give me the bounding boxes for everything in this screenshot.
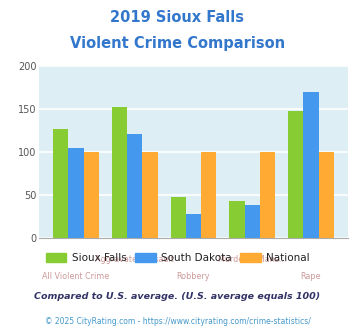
- Bar: [260, 152, 275, 238]
- Text: © 2025 CityRating.com - https://www.cityrating.com/crime-statistics/: © 2025 CityRating.com - https://www.city…: [45, 317, 310, 326]
- Bar: [288, 112, 303, 238]
- Bar: [127, 134, 142, 238]
- Bar: [186, 214, 201, 238]
- Text: Violent Crime Comparison: Violent Crime Comparison: [70, 36, 285, 51]
- Bar: [53, 129, 69, 238]
- Text: Compared to U.S. average. (U.S. average equals 100): Compared to U.S. average. (U.S. average …: [34, 292, 321, 301]
- Bar: [201, 152, 217, 238]
- Text: Aggravated Assault: Aggravated Assault: [95, 255, 174, 264]
- Bar: [112, 107, 127, 238]
- Text: Murder & Mans...: Murder & Mans...: [218, 255, 286, 264]
- Bar: [170, 197, 186, 238]
- Bar: [229, 201, 245, 238]
- Bar: [69, 148, 84, 238]
- Bar: [142, 152, 158, 238]
- Text: All Violent Crime: All Violent Crime: [42, 272, 110, 281]
- Bar: [245, 205, 260, 238]
- Bar: [84, 152, 99, 238]
- Text: 2019 Sioux Falls: 2019 Sioux Falls: [110, 10, 245, 25]
- Text: Rape: Rape: [301, 272, 321, 281]
- Legend: Sioux Falls, South Dakota, National: Sioux Falls, South Dakota, National: [42, 248, 313, 267]
- Bar: [303, 92, 318, 238]
- Bar: [318, 152, 334, 238]
- Text: Robbery: Robbery: [177, 272, 210, 281]
